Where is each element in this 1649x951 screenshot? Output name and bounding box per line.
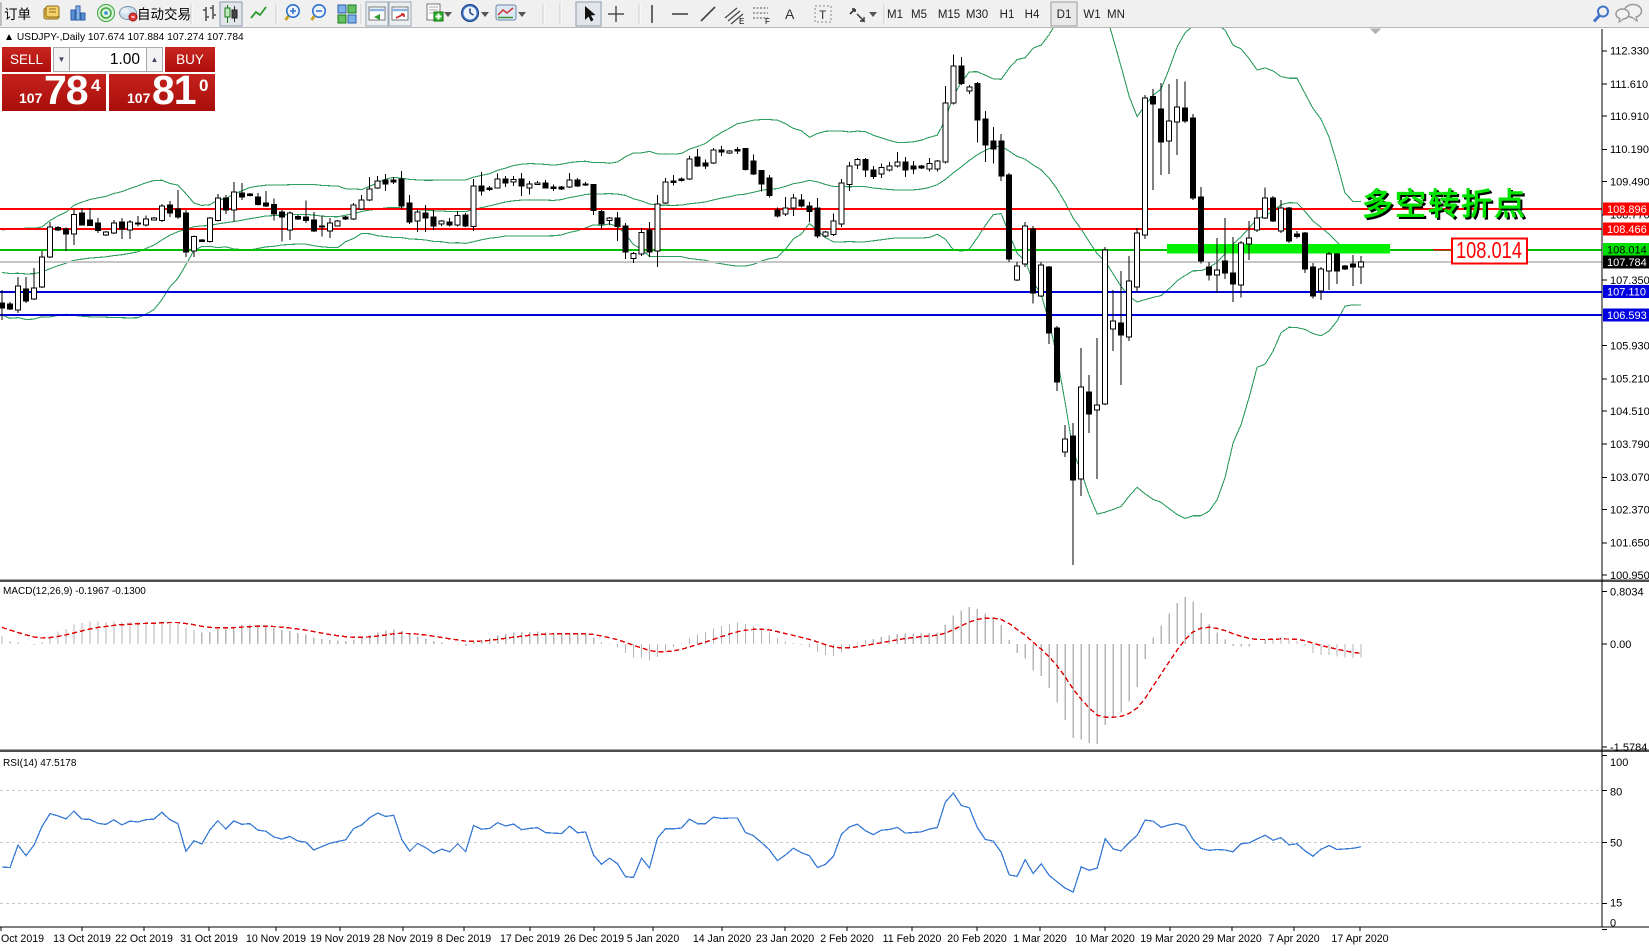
svg-text:D1: D1 [1057, 9, 1072, 21]
svg-text:订单: 订单 [4, 7, 31, 22]
svg-text:108.014: 108.014 [1607, 245, 1647, 257]
svg-text:M5: M5 [911, 9, 927, 21]
svg-text:110.190: 110.190 [1610, 144, 1649, 156]
svg-text:多空转折点: 多空转折点 [1362, 187, 1527, 222]
svg-text:5 Jan 2020: 5 Jan 2020 [627, 933, 680, 945]
svg-text:-1.5784: -1.5784 [1610, 742, 1647, 754]
svg-text:50: 50 [1610, 837, 1622, 849]
svg-text:F: F [765, 17, 770, 26]
svg-text:100: 100 [1610, 757, 1628, 769]
svg-text:10 Nov 2019: 10 Nov 2019 [246, 933, 306, 945]
svg-text:15: 15 [1610, 897, 1622, 909]
svg-text:109.490: 109.490 [1610, 176, 1649, 188]
svg-text:107.110: 107.110 [1607, 286, 1646, 298]
svg-text:100.950: 100.950 [1610, 570, 1649, 582]
svg-text:M15: M15 [938, 9, 960, 21]
svg-text:17 Apr 2020: 17 Apr 2020 [1331, 933, 1388, 945]
svg-text:17 Dec 2019: 17 Dec 2019 [500, 933, 560, 945]
svg-text:102.370: 102.370 [1610, 505, 1649, 517]
svg-text:1 Mar 2020: 1 Mar 2020 [1013, 933, 1067, 945]
svg-text:19 Mar 2020: 19 Mar 2020 [1140, 933, 1200, 945]
svg-text:103.070: 103.070 [1610, 472, 1649, 484]
svg-text:103.790: 103.790 [1610, 439, 1649, 451]
svg-text:110.910: 110.910 [1610, 111, 1649, 123]
svg-text:10 Mar 2020: 10 Mar 2020 [1075, 933, 1135, 945]
svg-text:23 Jan 2020: 23 Jan 2020 [756, 933, 814, 945]
svg-text:W1: W1 [1083, 9, 1100, 21]
svg-text:E: E [739, 17, 744, 26]
svg-text:22 Oct 2019: 22 Oct 2019 [115, 933, 173, 945]
svg-text:106.593: 106.593 [1607, 310, 1647, 322]
svg-text:108.466: 108.466 [1607, 224, 1647, 236]
svg-text:▲︎ USDJPY-,Daily 107.674 107.: ▲︎ USDJPY-,Daily 107.674 107.884 107.274… [4, 32, 244, 43]
svg-text:19 Nov 2019: 19 Nov 2019 [310, 933, 370, 945]
svg-text:11 Feb 2020: 11 Feb 2020 [883, 933, 942, 945]
svg-text:111.610: 111.610 [1610, 79, 1648, 91]
svg-text:MN: MN [1107, 9, 1125, 21]
svg-text:80: 80 [1610, 786, 1622, 798]
svg-text:20 Feb 2020: 20 Feb 2020 [947, 933, 1007, 945]
svg-text:108.896: 108.896 [1607, 204, 1647, 216]
svg-text:112.330: 112.330 [1610, 46, 1649, 58]
svg-text:H4: H4 [1025, 9, 1040, 21]
svg-text:13 Oct 2019: 13 Oct 2019 [53, 933, 111, 945]
svg-text:14 Jan 2020: 14 Jan 2020 [693, 933, 751, 945]
svg-text:T: T [819, 8, 827, 22]
svg-text:101.650: 101.650 [1610, 538, 1649, 550]
svg-text:0.8034: 0.8034 [1610, 586, 1644, 598]
svg-text:M1: M1 [887, 9, 903, 21]
svg-text:Oct 2019: Oct 2019 [1, 933, 44, 945]
svg-text:7 Apr 2020: 7 Apr 2020 [1268, 933, 1319, 945]
svg-text:105.210: 105.210 [1610, 374, 1649, 386]
svg-text:26 Dec 2019: 26 Dec 2019 [564, 933, 624, 945]
svg-text:2 Feb 2020: 2 Feb 2020 [820, 933, 874, 945]
svg-text:RSI(14) 47.5178: RSI(14) 47.5178 [3, 758, 77, 769]
svg-text:0.00: 0.00 [1610, 639, 1631, 651]
svg-text:0: 0 [1610, 917, 1616, 929]
svg-text:多空转折点: 多空转折点 [1364, 189, 1529, 224]
svg-text:31 Oct 2019: 31 Oct 2019 [180, 933, 238, 945]
svg-text:104.510: 104.510 [1610, 406, 1649, 418]
svg-text:M30: M30 [966, 9, 988, 21]
svg-text:8 Dec 2019: 8 Dec 2019 [437, 933, 491, 945]
svg-text:107.784: 107.784 [1607, 257, 1647, 269]
svg-text:105.930: 105.930 [1610, 340, 1649, 352]
svg-text:29 Mar 2020: 29 Mar 2020 [1202, 933, 1262, 945]
svg-text:MACD(12,26,9) -0.1967 -0.1300: MACD(12,26,9) -0.1967 -0.1300 [3, 586, 146, 597]
svg-text:108.014: 108.014 [1456, 237, 1522, 263]
svg-text:A: A [785, 6, 795, 22]
svg-text:28 Nov 2019: 28 Nov 2019 [373, 933, 433, 945]
svg-text:107.350: 107.350 [1610, 275, 1649, 287]
svg-text:H1: H1 [1000, 9, 1015, 21]
svg-text:自动交易: 自动交易 [137, 6, 191, 22]
